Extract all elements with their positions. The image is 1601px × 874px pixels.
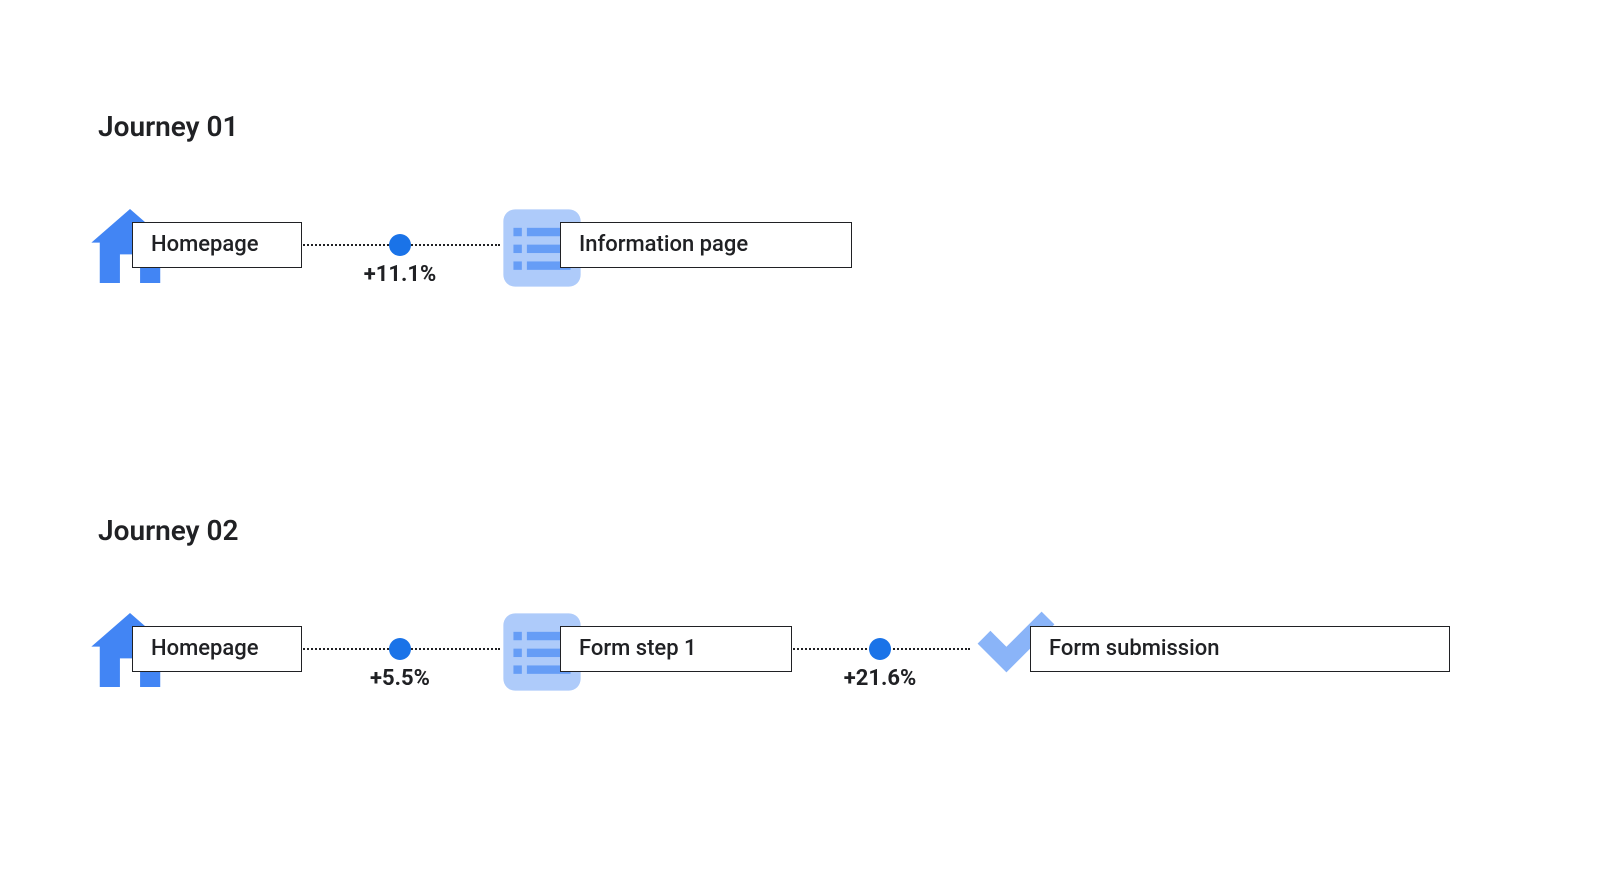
node-label: Homepage — [132, 222, 302, 268]
node-label: Form step 1 — [560, 626, 792, 672]
diagram-canvas: Journey 01+11.1%HomepageInformation page… — [0, 0, 1601, 874]
node-label: Form submission — [1030, 626, 1450, 672]
connector-dot — [869, 638, 891, 660]
connector-dot — [389, 638, 411, 660]
connector: +5.5% — [300, 636, 500, 662]
connector-metric: +11.1% — [364, 262, 437, 287]
journey-title: Journey 02 — [98, 514, 239, 547]
node-label: Homepage — [132, 626, 302, 672]
node-label: Information page — [560, 222, 852, 268]
connector-dot — [389, 234, 411, 256]
connector: +11.1% — [300, 232, 500, 258]
connector-metric: +5.5% — [370, 666, 430, 691]
connector: +21.6% — [790, 636, 970, 662]
journey-title: Journey 01 — [98, 110, 239, 143]
connector-metric: +21.6% — [844, 666, 917, 691]
